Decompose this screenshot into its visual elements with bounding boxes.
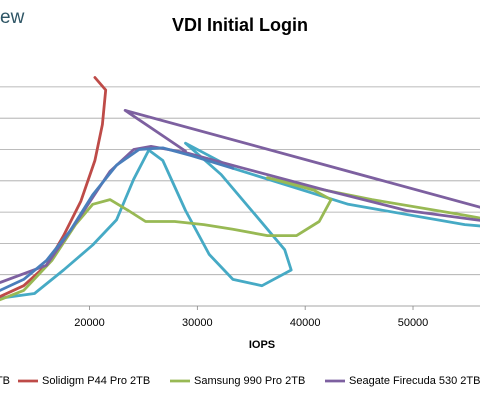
legend-label: Solidigm P44 Pro 2TB (42, 375, 150, 387)
x-axis-label: IOPS (249, 339, 275, 351)
x-tick-label: 50000 (398, 317, 429, 329)
logo-text: ew (0, 7, 25, 28)
legend-label: Samsung 990 Pro 2TB (194, 375, 305, 387)
x-tick-label: 30000 (182, 317, 213, 329)
series-line (0, 176, 480, 302)
x-tick-label: 40000 (290, 317, 321, 329)
chart-title: VDI Initial Login (172, 15, 308, 35)
legend-label: TB (0, 375, 10, 387)
legend-label: Seagate Firecuda 530 2TB (349, 375, 480, 387)
series-line (0, 76, 108, 298)
x-tick-label: 20000 (74, 317, 105, 329)
series-line (0, 146, 235, 292)
